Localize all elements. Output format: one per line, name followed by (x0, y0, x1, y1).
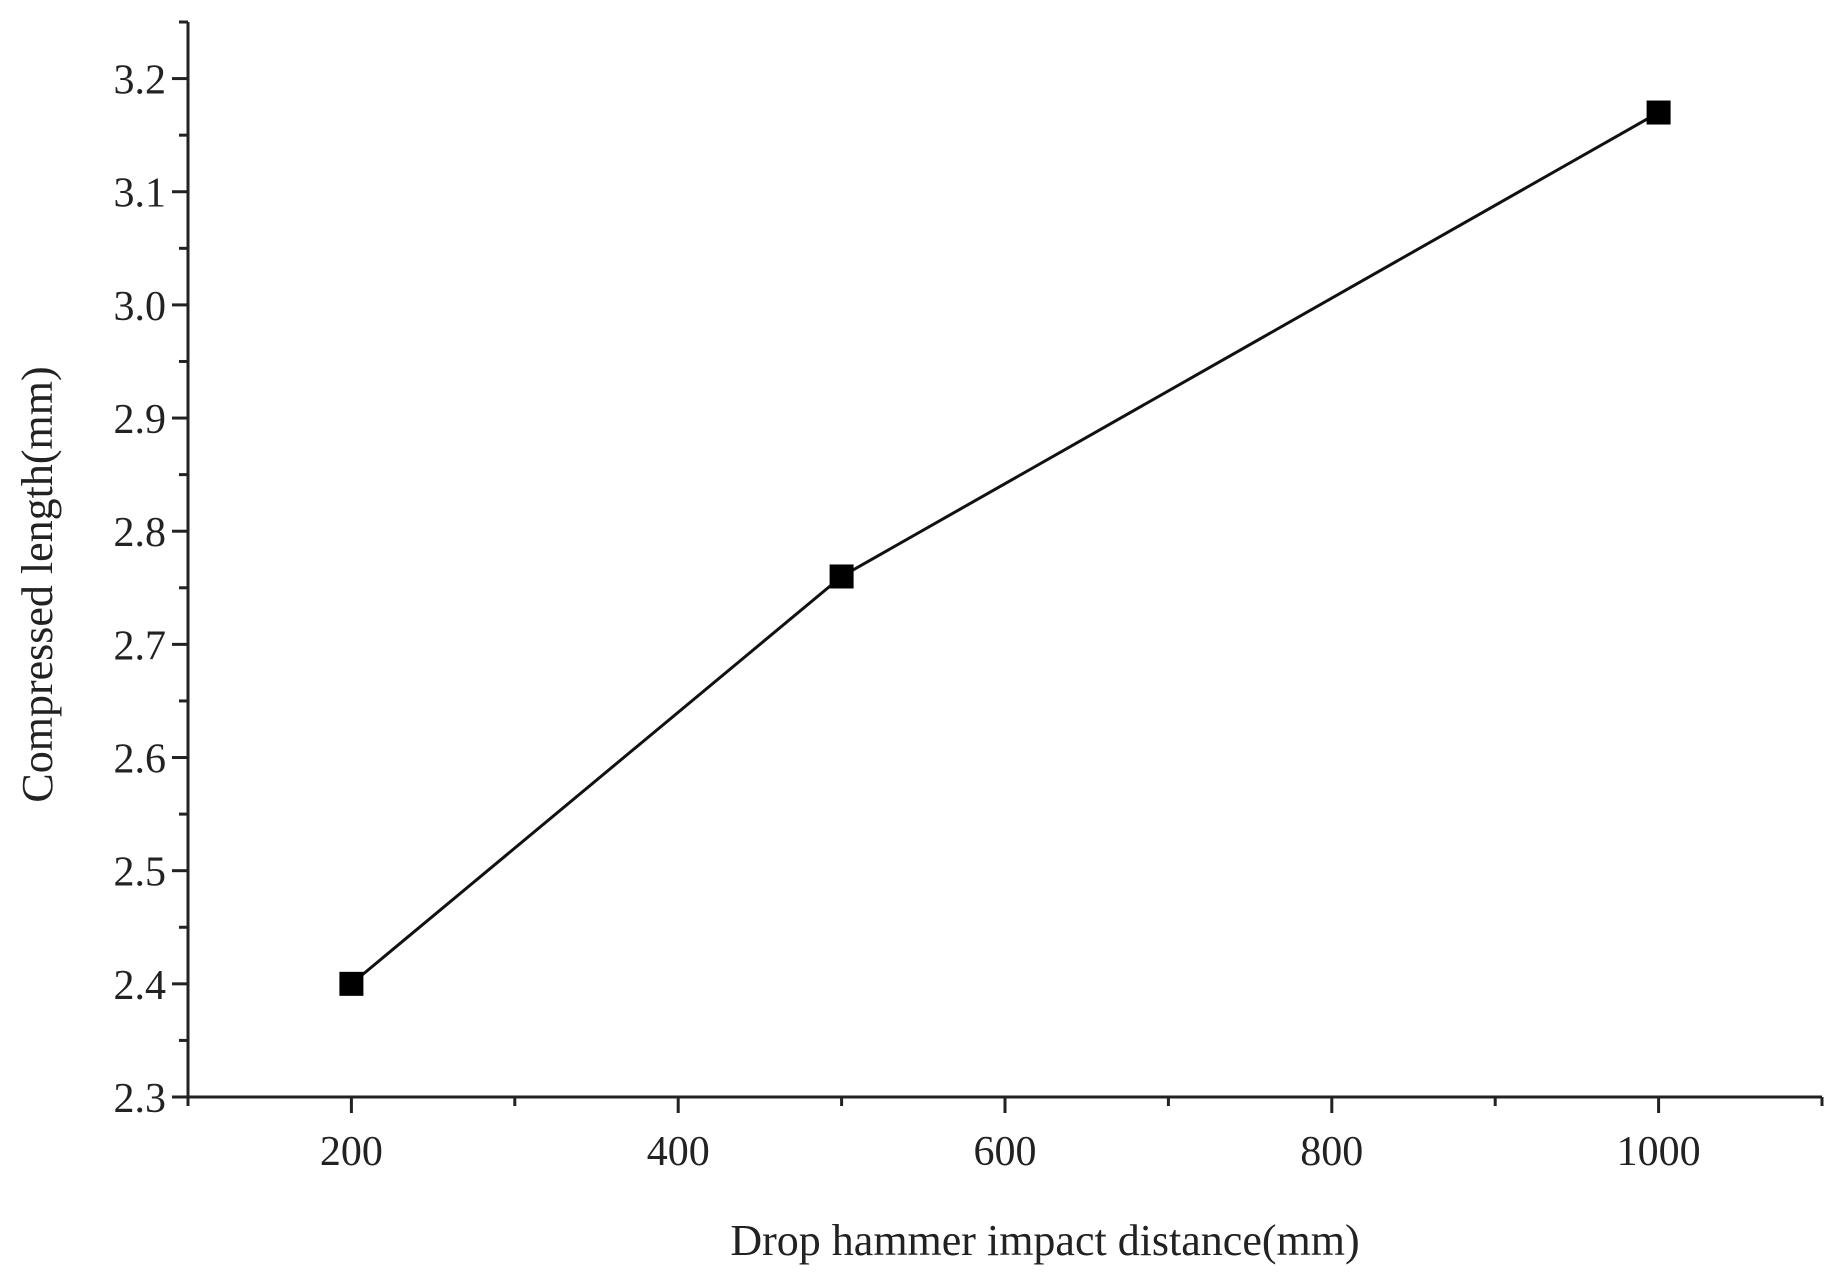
data-point (1646, 100, 1671, 125)
y-tick-label: 3.2 (114, 58, 167, 104)
ticks (172, 20, 1824, 1113)
y-tick-label: 2.5 (114, 850, 167, 896)
x-tick-label: 600 (974, 1129, 1037, 1175)
data-point (829, 564, 854, 589)
y-tick-label: 2.7 (114, 623, 167, 669)
x-tick-label: 400 (647, 1129, 710, 1175)
x-tick-label: 800 (1300, 1129, 1363, 1175)
x-axis-label: Drop hammer impact distance(mm) (730, 1216, 1359, 1265)
axes (186, 22, 1822, 1099)
y-tick-label: 2.3 (114, 1076, 167, 1122)
y-tick-label: 2.4 (114, 963, 167, 1009)
x-tick-label: 200 (320, 1129, 383, 1175)
y-tick-label: 3.0 (114, 284, 167, 330)
data-point (339, 971, 364, 996)
y-axis-label: Compressed length(mm) (13, 366, 62, 802)
tick-labels: 200 400 600 800 1000 2.3 2.4 2.5 2.6 2.7 2.8 2.9 3.0… (114, 58, 1701, 1175)
series-line (350, 111, 1660, 985)
y-tick-label: 2.6 (114, 737, 167, 783)
y-tick-label: 3.1 (114, 171, 167, 217)
y-tick-label: 2.9 (114, 397, 167, 443)
series (339, 100, 1671, 996)
y-tick-label: 2.8 (114, 510, 167, 556)
x-tick-label: 1000 (1617, 1129, 1701, 1175)
